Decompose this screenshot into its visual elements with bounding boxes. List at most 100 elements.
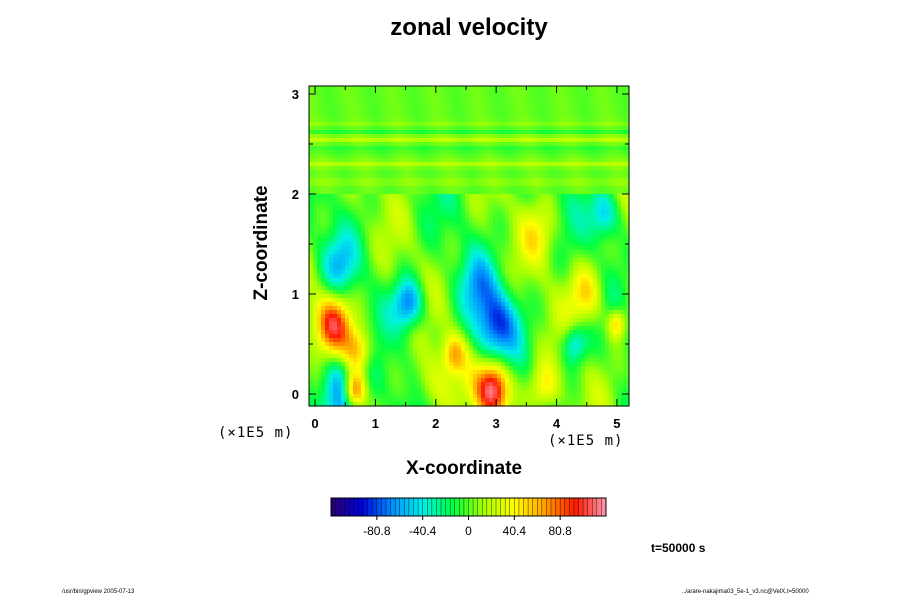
field-cell xyxy=(477,298,482,303)
field-cell xyxy=(561,106,566,111)
field-cell xyxy=(425,158,430,163)
field-cell xyxy=(421,214,426,219)
field-cell xyxy=(373,318,378,323)
field-cell xyxy=(497,126,502,131)
field-cell xyxy=(517,278,522,283)
field-cell xyxy=(309,198,314,203)
field-cell xyxy=(445,98,450,103)
field-cell xyxy=(481,270,486,275)
field-cell xyxy=(449,230,454,235)
field-cell xyxy=(341,174,346,179)
field-cell xyxy=(625,106,630,111)
field-cell xyxy=(361,254,366,259)
field-cell xyxy=(597,222,602,227)
field-cell xyxy=(421,122,426,127)
field-cell xyxy=(569,270,574,275)
field-cell xyxy=(453,86,458,91)
field-cell xyxy=(557,250,562,255)
field-cell xyxy=(573,270,578,275)
field-cell xyxy=(541,326,546,331)
field-cell xyxy=(493,294,498,299)
field-cell xyxy=(449,290,454,295)
field-cell xyxy=(405,286,410,291)
field-cell xyxy=(557,306,562,311)
field-cell xyxy=(361,134,366,139)
field-cell xyxy=(457,246,462,251)
field-cell xyxy=(325,130,330,135)
field-cell xyxy=(353,234,358,239)
field-cell xyxy=(477,306,482,311)
field-cell xyxy=(345,110,350,115)
field-cell xyxy=(413,122,418,127)
field-cell xyxy=(549,106,554,111)
field-cell xyxy=(593,286,598,291)
field-cell xyxy=(557,90,562,95)
field-cell xyxy=(389,278,394,283)
field-cell xyxy=(481,226,486,231)
field-cell xyxy=(365,330,370,335)
field-cell xyxy=(517,290,522,295)
field-cell xyxy=(433,326,438,331)
field-cell xyxy=(493,210,498,215)
field-cell xyxy=(565,182,570,187)
field-cell xyxy=(337,326,342,331)
field-cell xyxy=(413,282,418,287)
field-cell xyxy=(433,298,438,303)
field-cell xyxy=(529,166,534,171)
field-cell xyxy=(389,98,394,103)
field-cell xyxy=(345,322,350,327)
field-cell xyxy=(581,266,586,271)
field-cell xyxy=(625,222,630,227)
field-cell xyxy=(493,178,498,183)
field-cell xyxy=(429,214,434,219)
field-cell xyxy=(477,158,482,163)
field-cell xyxy=(441,322,446,327)
field-cell xyxy=(345,194,350,199)
field-cell xyxy=(625,250,630,255)
field-cell xyxy=(469,242,474,247)
field-cell xyxy=(433,190,438,195)
field-cell xyxy=(625,262,630,267)
field-cell xyxy=(413,270,418,275)
field-cell xyxy=(325,106,330,111)
field-cell xyxy=(497,190,502,195)
field-cell xyxy=(577,214,582,219)
field-cell xyxy=(325,118,330,123)
field-cell xyxy=(597,138,602,143)
field-cell xyxy=(481,114,486,119)
field-cell xyxy=(397,302,402,307)
field-cell xyxy=(501,278,506,283)
field-cell xyxy=(325,294,330,299)
field-cell xyxy=(457,310,462,315)
field-cell xyxy=(621,86,626,91)
field-cell xyxy=(525,322,530,327)
field-cell xyxy=(621,206,626,211)
field-cell xyxy=(501,98,506,103)
field-cell xyxy=(509,170,514,175)
field-cell xyxy=(549,238,554,243)
field-cell xyxy=(397,170,402,175)
field-cell xyxy=(529,190,534,195)
field-cell xyxy=(565,110,570,115)
field-cell xyxy=(465,270,470,275)
field-cell xyxy=(389,138,394,143)
field-cell xyxy=(601,130,606,135)
field-cell xyxy=(357,130,362,135)
field-cell xyxy=(373,286,378,291)
field-cell xyxy=(489,174,494,179)
field-cell xyxy=(549,162,554,167)
field-cell xyxy=(397,318,402,323)
field-cell xyxy=(597,302,602,307)
field-cell xyxy=(581,110,586,115)
field-cell xyxy=(481,94,486,99)
field-cell xyxy=(509,94,514,99)
field-cell xyxy=(329,254,334,259)
field-cell xyxy=(537,322,542,327)
field-cell xyxy=(589,178,594,183)
field-cell xyxy=(613,194,618,199)
field-cell xyxy=(309,238,314,243)
field-cell xyxy=(365,118,370,123)
field-cell xyxy=(381,202,386,207)
field-cell xyxy=(537,142,542,147)
field-cell xyxy=(525,190,530,195)
